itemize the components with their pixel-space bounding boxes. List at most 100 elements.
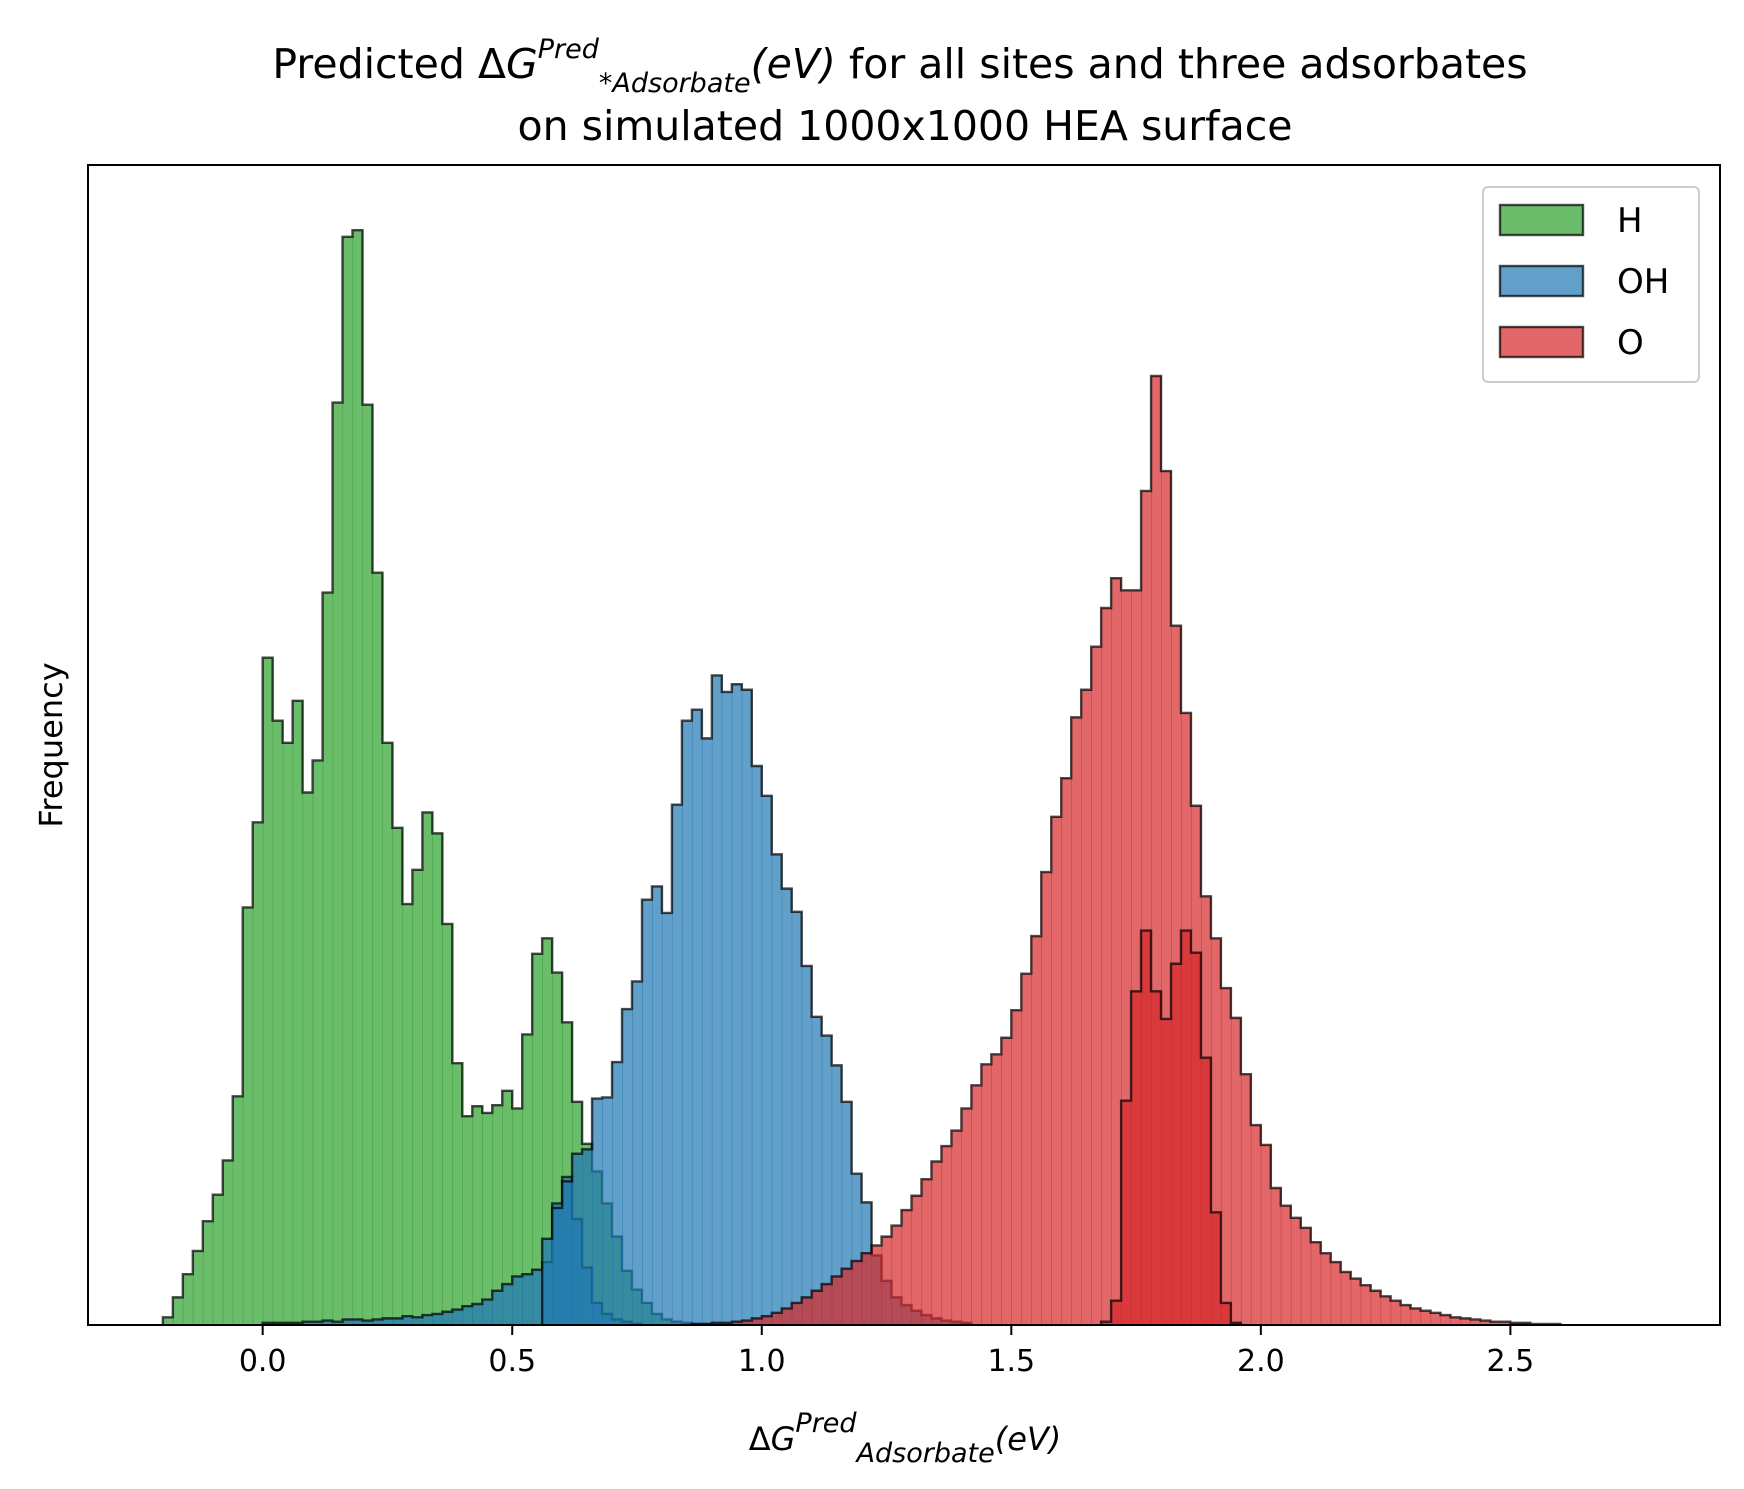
histogram-bin <box>881 1236 893 1325</box>
histogram-bin <box>182 1274 194 1325</box>
histogram-bin <box>1400 1305 1412 1325</box>
histogram-bin <box>472 1304 483 1325</box>
histogram-bin <box>1141 490 1152 1325</box>
histogram-bin <box>1111 578 1122 1325</box>
histogram-bin <box>312 1321 324 1325</box>
histogram-bin <box>612 1062 623 1325</box>
histogram-bin <box>1380 1296 1392 1325</box>
histogram-bin <box>1420 1310 1432 1325</box>
histogram-bin <box>432 1313 443 1325</box>
legend-swatch-o <box>1498 325 1585 359</box>
histogram-bin <box>911 1195 923 1325</box>
histogram-bin <box>1500 1321 1511 1325</box>
histogram-bin <box>632 981 643 1325</box>
histogram-bin <box>1161 1018 1172 1325</box>
histogram-bin <box>1300 1227 1312 1325</box>
histogram-bin <box>771 854 783 1325</box>
histogram-bin <box>272 720 284 1325</box>
histogram-bin <box>921 1179 933 1325</box>
histogram-bin <box>1430 1312 1442 1325</box>
histogram-bin <box>362 404 374 1326</box>
histogram-bin <box>961 1108 972 1325</box>
histogram-bin <box>362 1320 374 1325</box>
x-tick-label: 2.5 <box>1487 1344 1535 1379</box>
histogram-outline <box>1099 929 1243 1325</box>
histogram-bin <box>1270 1188 1282 1325</box>
x-tick-label: 0.5 <box>488 1344 536 1379</box>
histogram-bin <box>472 1106 483 1325</box>
histogram-bin <box>981 1064 992 1325</box>
histogram-bin <box>731 1321 743 1325</box>
x-tick-label: 0.0 <box>239 1344 287 1379</box>
histogram-bin <box>242 907 254 1325</box>
histogram-bin <box>492 1105 503 1325</box>
histogram-bin <box>452 1063 463 1325</box>
histogram-bin <box>382 1318 394 1325</box>
histogram-bin <box>1111 1300 1122 1325</box>
histogram-bin <box>1151 376 1162 1325</box>
histogram-bin <box>1131 991 1142 1325</box>
histogram-bin <box>831 1276 843 1325</box>
histogram-bin <box>1320 1253 1332 1325</box>
chart-title-line-1: Predicted ΔGPred*Adsorbate(eV) for all s… <box>272 34 1527 99</box>
histogram-bin <box>502 1090 513 1325</box>
histogram-bin <box>512 1276 523 1325</box>
histogram-bin <box>482 1112 493 1325</box>
histogram-bin <box>392 1318 404 1325</box>
histogram-bin <box>721 691 733 1325</box>
histogram-bin <box>282 742 294 1325</box>
histogram-bin <box>901 1210 913 1325</box>
histogram-bin <box>1121 590 1132 1325</box>
legend-label-oh: OH <box>1617 262 1669 302</box>
histogram-bin <box>382 742 394 1325</box>
histogram-bin <box>1220 988 1232 1325</box>
histogram-bin <box>1280 1205 1292 1325</box>
histogram-bin <box>641 899 653 1325</box>
histogram-bin <box>1260 1144 1272 1325</box>
histogram-bin <box>262 657 274 1325</box>
histogram-bin <box>1061 778 1072 1325</box>
histogram-bin <box>342 236 354 1325</box>
histogram-bin <box>442 1311 453 1325</box>
histogram-bin <box>871 1245 883 1325</box>
histogram-bin <box>781 1308 793 1325</box>
histogram-bin <box>791 1302 803 1325</box>
histogram-bin <box>1470 1319 1482 1325</box>
histogram-bin <box>322 1320 334 1325</box>
histogram-bin <box>1021 973 1032 1325</box>
histogram-bin <box>392 827 404 1325</box>
series-oh-2 <box>540 674 973 1325</box>
histogram-bin <box>1011 1010 1022 1325</box>
histogram-bin <box>1460 1318 1472 1325</box>
plot-area-frame <box>87 164 1721 1326</box>
histogram-bin <box>1310 1242 1322 1325</box>
histogram-bin <box>542 1238 553 1325</box>
histogram-bin <box>402 904 413 1325</box>
histogram-bin <box>1240 1074 1252 1325</box>
histogram-bin <box>931 1161 943 1325</box>
histogram-bin <box>532 1269 543 1325</box>
histogram-bin <box>462 1306 473 1325</box>
histogram-bin <box>741 1320 753 1325</box>
histogram-bin <box>1051 816 1062 1325</box>
histogram-bin <box>252 822 264 1325</box>
histogram-bin <box>1161 471 1172 1325</box>
histogram-bin <box>172 1297 184 1325</box>
histogram-bin <box>1330 1262 1342 1325</box>
histogram-bin <box>1440 1315 1452 1325</box>
histogram-bin <box>691 709 703 1325</box>
histogram-bin <box>941 1146 953 1325</box>
histogram-bin <box>302 792 314 1325</box>
histogram-bin <box>312 760 324 1325</box>
histogram-bin <box>1101 1321 1112 1325</box>
histogram-bin <box>851 1260 863 1325</box>
histogram-bin <box>851 1173 863 1325</box>
histogram-bin <box>1031 936 1042 1325</box>
histogram-bin <box>811 1016 823 1325</box>
histogram-bin <box>192 1250 204 1325</box>
histogram-bin <box>1190 952 1202 1325</box>
histogram-bin <box>1041 872 1052 1325</box>
histogram-bin <box>1390 1300 1402 1325</box>
histogram-bars <box>161 228 1562 1326</box>
histogram-bin <box>731 684 743 1325</box>
